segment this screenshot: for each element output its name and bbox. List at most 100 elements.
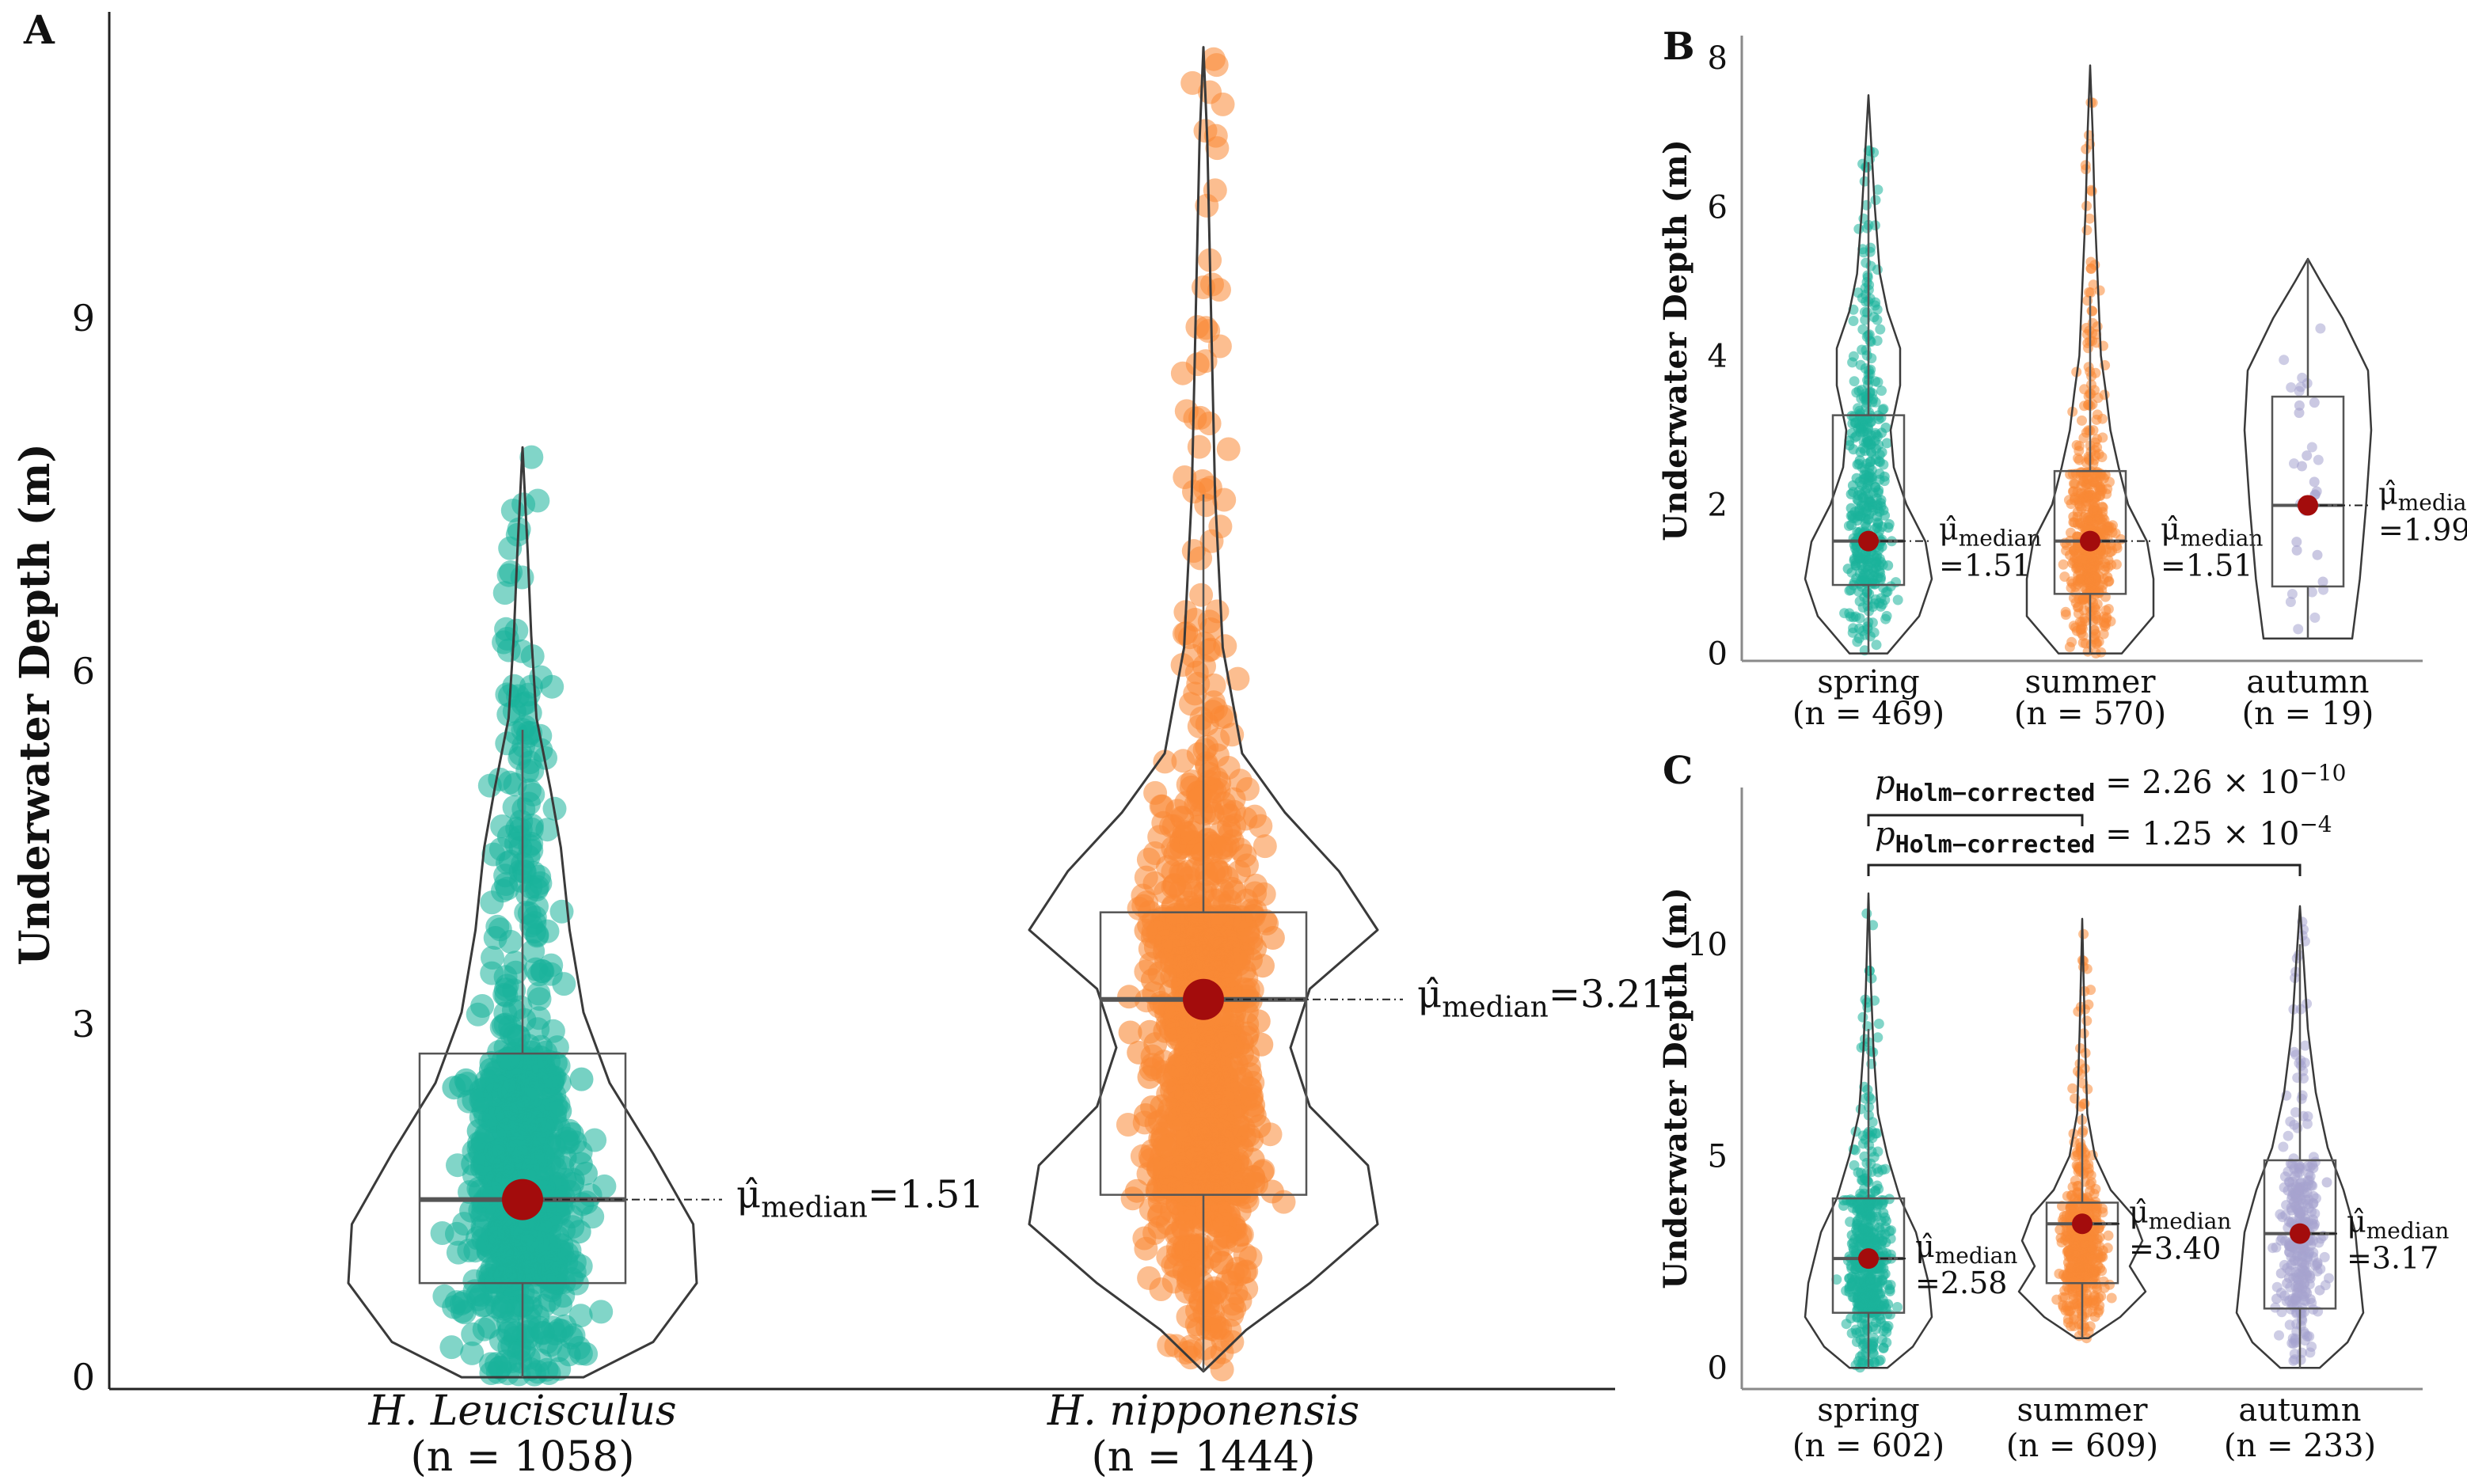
group-summer: μ̂median=3.40 summer(n = 609)	[2006, 917, 2231, 1464]
data-point	[1859, 176, 1870, 187]
data-point	[445, 1221, 469, 1246]
data-point	[1211, 913, 1235, 938]
data-point	[502, 978, 526, 1003]
data-point	[2080, 638, 2091, 649]
y-tick-label: 5	[1708, 1139, 1728, 1175]
data-point	[492, 630, 516, 655]
data-point	[2293, 1275, 2304, 1286]
data-point	[2071, 1159, 2082, 1171]
data-point	[1880, 1269, 1891, 1279]
data-point	[500, 499, 525, 522]
data-point	[2294, 385, 2305, 397]
data-point	[1215, 1141, 1240, 1166]
median-dot	[2298, 495, 2318, 516]
data-point	[1868, 1338, 1879, 1349]
median-symbol: μ̂	[2129, 1194, 2149, 1229]
group-h-nipponensis: μ̂median=3.21 H. nipponensis(n = 1444)	[1028, 46, 1665, 1481]
data-point	[2090, 492, 2101, 503]
data-point	[480, 1256, 504, 1281]
data-point	[2317, 576, 2328, 587]
data-point	[1863, 1202, 1874, 1213]
data-point	[2297, 1258, 2308, 1269]
data-point	[2290, 1335, 2301, 1345]
p-value-annotation: pHolm−corrected = 1.25 × 10−4	[1875, 811, 2332, 859]
data-point	[1861, 908, 1872, 919]
data-point	[1200, 272, 1224, 297]
data-point	[2072, 507, 2083, 518]
data-point	[1124, 1178, 1149, 1203]
data-point	[2089, 502, 2100, 513]
data-point	[592, 1174, 617, 1198]
data-point	[569, 1067, 594, 1091]
data-point	[511, 692, 535, 716]
panel-letter: C	[1663, 749, 1693, 793]
data-point	[1195, 862, 1218, 886]
data-point	[1870, 195, 1881, 206]
p-subscript: Holm−corrected	[1895, 831, 2096, 859]
data-point	[2305, 1180, 2317, 1190]
data-point	[568, 1254, 593, 1278]
median-symbol: μ̂	[2378, 476, 2398, 510]
median-subscript: median	[1442, 992, 1549, 1024]
data-point	[1161, 1270, 1186, 1294]
x-n-label: (n = 570)	[2014, 696, 2166, 732]
data-point	[2290, 1188, 2301, 1199]
p-exponent: −4	[2299, 811, 2332, 837]
median-dot	[1183, 978, 1224, 1020]
data-point	[2084, 287, 2094, 298]
data-point	[2106, 1292, 2117, 1304]
data-point	[2071, 1298, 2082, 1309]
x-category-label: autumn	[2238, 1392, 2361, 1429]
data-point	[2087, 306, 2098, 317]
data-point	[1241, 1171, 1266, 1196]
data-point	[2309, 397, 2320, 408]
data-point	[2087, 317, 2098, 328]
data-point	[2104, 547, 2115, 558]
data-point	[2312, 549, 2323, 560]
data-point	[2283, 1130, 2294, 1141]
data-point	[1857, 602, 1868, 613]
data-point	[1208, 514, 1233, 539]
data-point	[2271, 1242, 2282, 1253]
data-point	[503, 772, 527, 797]
data-point	[2278, 1141, 2289, 1152]
data-point	[1241, 1093, 1266, 1118]
median-annotation: μ̂median	[1915, 1229, 2017, 1269]
y-tick-label: 8	[1708, 40, 1728, 77]
data-point	[1159, 1175, 1184, 1200]
data-point	[2286, 589, 2298, 599]
data-point	[550, 1240, 575, 1265]
data-point	[2083, 451, 2094, 462]
data-point	[496, 825, 521, 848]
data-point	[1118, 1020, 1142, 1045]
data-point	[2074, 446, 2085, 457]
data-point	[1892, 594, 1903, 605]
data-point	[2302, 450, 2313, 461]
data-point	[2302, 1288, 2313, 1299]
median-annotation: μ̂median	[2347, 1205, 2449, 1244]
x-category-label: summer	[2017, 1392, 2149, 1429]
panel-letter: A	[23, 6, 55, 53]
data-point	[1861, 391, 1872, 402]
data-point	[503, 951, 527, 975]
data-point	[1883, 560, 1894, 571]
data-point	[2088, 1295, 2098, 1306]
data-point	[492, 581, 517, 605]
data-point	[1180, 70, 1205, 95]
data-point	[1153, 750, 1177, 774]
data-point	[2086, 370, 2097, 381]
data-point	[1134, 1236, 1158, 1261]
data-point	[2095, 481, 2106, 492]
p-value: = 1.25 × 10	[2095, 816, 2299, 852]
data-point	[2069, 495, 2080, 506]
data-point	[521, 939, 545, 963]
group-spring: μ̂median=1.51 spring(n = 469)	[1792, 93, 2041, 732]
data-point	[1865, 1213, 1876, 1224]
data-point	[1253, 834, 1277, 859]
data-point	[1873, 1167, 1884, 1178]
data-point	[2297, 1090, 2308, 1101]
data-point	[488, 1355, 512, 1380]
data-point	[1152, 1134, 1176, 1158]
